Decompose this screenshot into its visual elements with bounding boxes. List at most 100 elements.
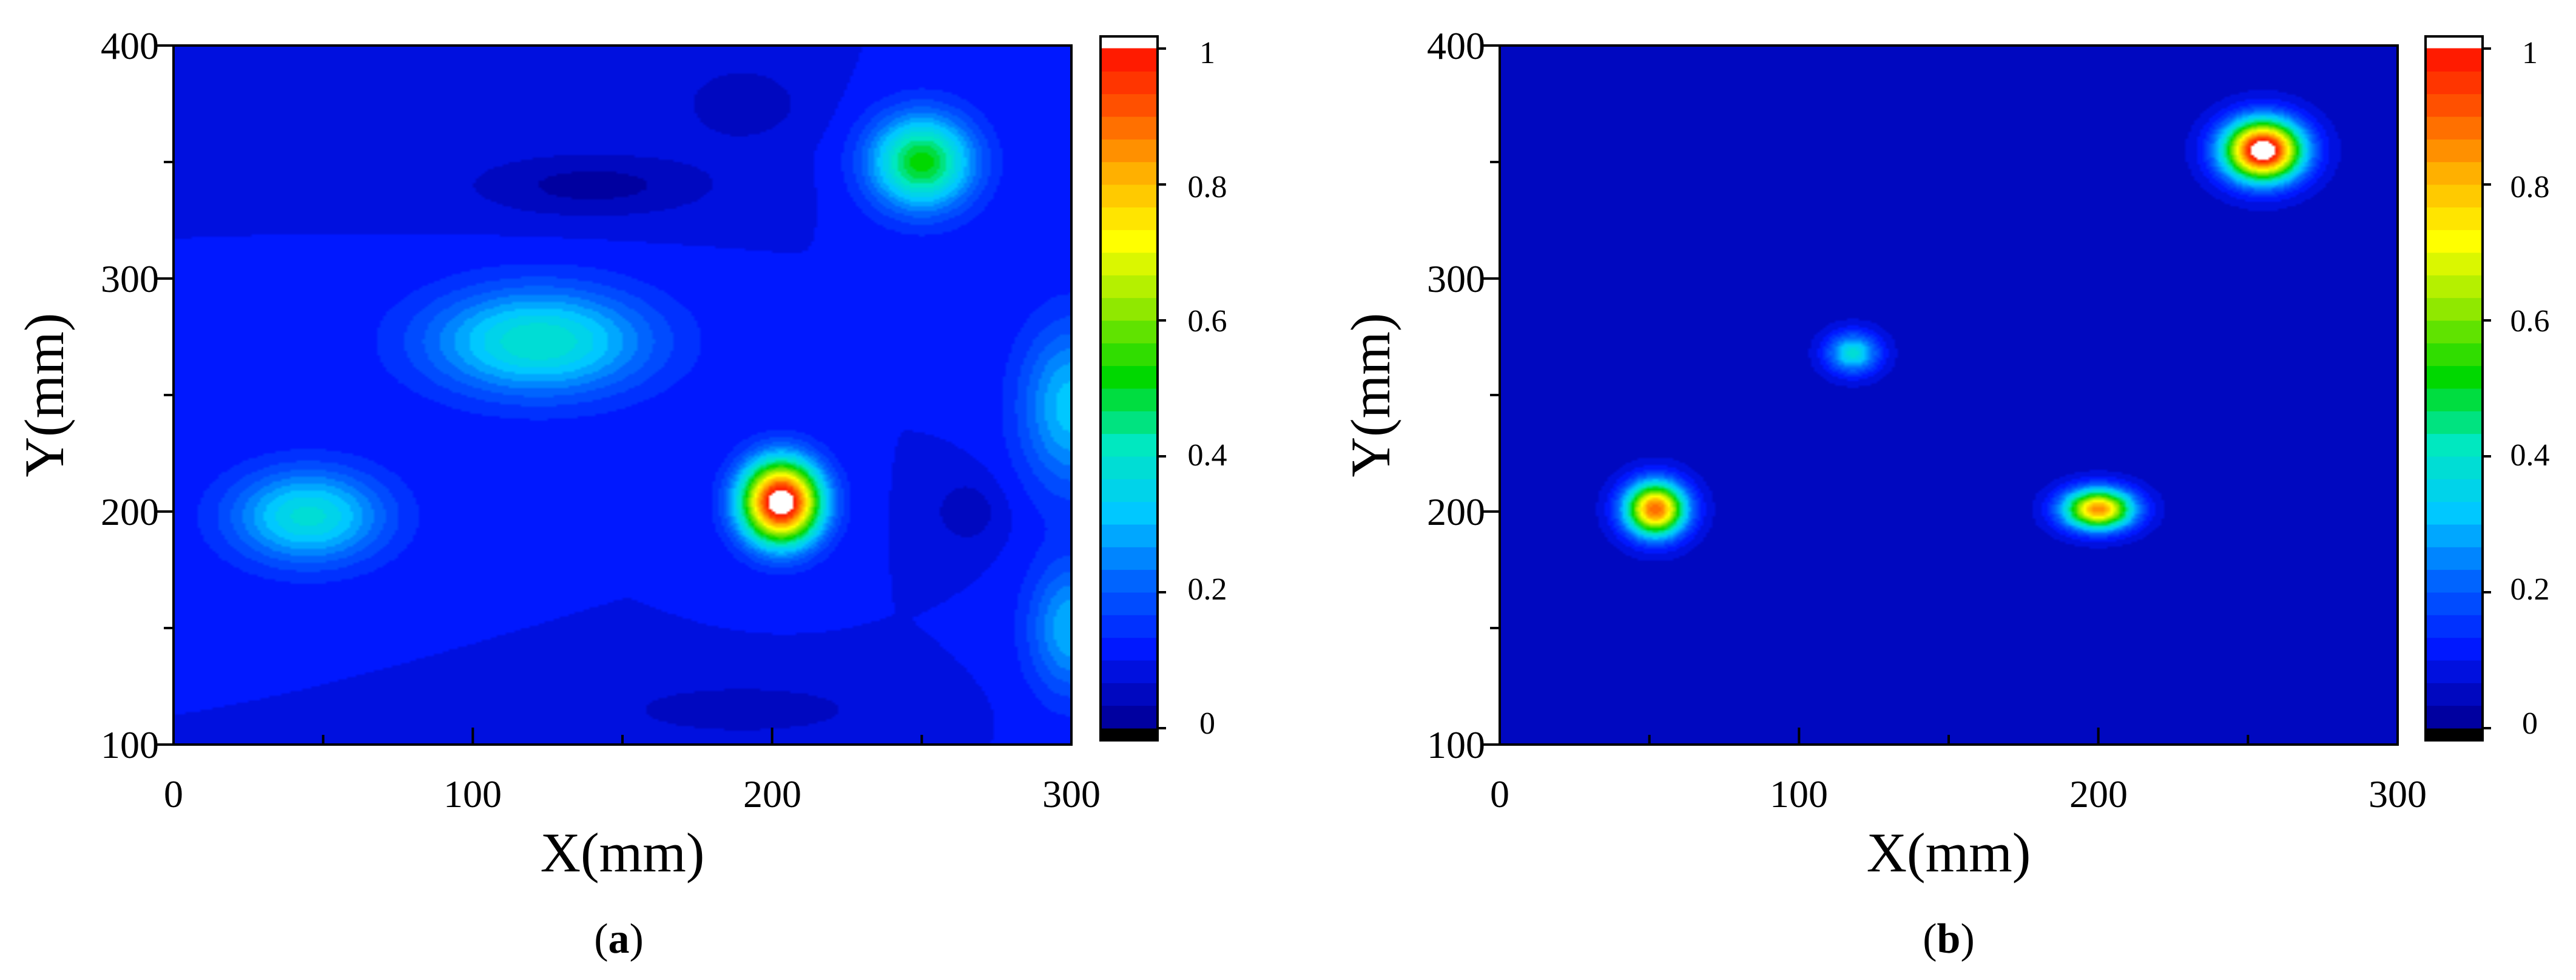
x-tick-label: 300 bbox=[2369, 772, 2427, 816]
caption-letter-b: b bbox=[1937, 916, 1961, 962]
colorbar-a bbox=[1101, 36, 1158, 740]
x-tick-label: 200 bbox=[2069, 772, 2128, 816]
colorbar-band bbox=[1101, 501, 1158, 525]
colorbar-band bbox=[1101, 342, 1158, 367]
colorbar-band bbox=[2426, 138, 2483, 163]
x-tick-label: 200 bbox=[743, 772, 801, 816]
colorbar-band bbox=[2426, 206, 2483, 231]
y-tick-label: 200 bbox=[1427, 490, 1485, 533]
colorbar-band bbox=[1101, 365, 1158, 389]
colorbar-band bbox=[1101, 48, 1158, 72]
colorbar-band bbox=[2426, 388, 2483, 411]
colorbar-band bbox=[1101, 184, 1158, 208]
colorbar-tick-label: 0.6 bbox=[1188, 304, 1227, 339]
colorbar-band bbox=[1101, 297, 1158, 321]
panel-a: 0 100 200 300 100 200 300 400 X(mm) Y(mm… bbox=[13, 24, 1227, 962]
y-tick-label: 300 bbox=[1427, 257, 1485, 300]
colorbar-band bbox=[2426, 161, 2483, 185]
colorbar-band bbox=[1101, 478, 1158, 502]
colorbar-band bbox=[1101, 116, 1158, 140]
colorbar-band bbox=[1101, 546, 1158, 570]
axis-ticks-a bbox=[157, 44, 1073, 746]
colorbar-tick-label: 0.6 bbox=[2510, 304, 2550, 339]
colorbar-ticks-a bbox=[1158, 47, 1166, 729]
colorbar-tick-label: 0.4 bbox=[1188, 438, 1227, 473]
colorbar-band bbox=[2426, 70, 2483, 95]
colorbar-tick-label: 0.2 bbox=[1188, 572, 1227, 607]
caption-b: (b) bbox=[1923, 916, 1975, 962]
colorbar-band bbox=[2426, 569, 2483, 593]
panel-b: 0 100 200 300 100 200 300 400 X(mm) Y(mm… bbox=[1340, 24, 2550, 962]
colorbar-band bbox=[2426, 229, 2483, 253]
colorbar-band bbox=[2426, 297, 2483, 321]
colorbar-under-cap bbox=[1101, 728, 1158, 740]
y-tick-label: 300 bbox=[101, 257, 159, 300]
colorbar-frame-a bbox=[1099, 35, 1159, 742]
heatmap-b bbox=[1500, 46, 2398, 745]
colorbar-tick-label: 0 bbox=[1199, 706, 1215, 741]
caption-letter-a: a bbox=[609, 916, 630, 962]
colorbar-band bbox=[2426, 184, 2483, 208]
y-tick-label: 100 bbox=[101, 723, 159, 766]
y-axis-title: Y(mm) bbox=[13, 313, 75, 478]
colorbar-band bbox=[1101, 682, 1158, 706]
colorbar-band bbox=[2426, 410, 2483, 434]
colorbar-band bbox=[1101, 524, 1158, 547]
colorbar-band bbox=[2426, 116, 2483, 140]
colorbar-tick-label: 0.8 bbox=[2510, 170, 2550, 204]
axis-ticks-b bbox=[1483, 44, 2399, 746]
colorbar-band bbox=[2426, 320, 2483, 343]
colorbar-band bbox=[2426, 660, 2483, 683]
colorbar-band bbox=[1101, 569, 1158, 593]
colorbar-band bbox=[1101, 388, 1158, 411]
colorbar-band bbox=[1101, 229, 1158, 253]
colorbar-over-cap bbox=[2426, 36, 2483, 49]
colorbar-band bbox=[1101, 206, 1158, 231]
colorbar-band bbox=[2426, 48, 2483, 72]
colorbar-band bbox=[1101, 138, 1158, 163]
colorbar-band bbox=[1101, 637, 1158, 661]
y-axis-title: Y(mm) bbox=[1340, 313, 1401, 478]
x-axis-title: X(mm) bbox=[541, 822, 705, 884]
colorbar-tick-label: 1 bbox=[1199, 36, 1215, 70]
colorbar-band bbox=[1101, 252, 1158, 275]
colorbar-band bbox=[1101, 433, 1158, 457]
caption-a: (a) bbox=[594, 916, 644, 962]
colorbar-ticks-b bbox=[2483, 47, 2491, 729]
colorbar-band bbox=[1101, 93, 1158, 117]
colorbar-band bbox=[1101, 70, 1158, 95]
y-tick-label: 200 bbox=[101, 490, 159, 533]
colorbar-under-cap bbox=[2426, 728, 2483, 740]
x-tick-label: 300 bbox=[1042, 772, 1101, 816]
x-tick-label: 100 bbox=[443, 772, 502, 816]
colorbar-band bbox=[2426, 365, 2483, 389]
colorbar-band bbox=[2426, 252, 2483, 275]
colorbar-frame-b bbox=[2424, 35, 2484, 742]
x-tick-label: 100 bbox=[1770, 772, 1828, 816]
colorbar-band bbox=[2426, 433, 2483, 457]
colorbar-band bbox=[2426, 637, 2483, 661]
colorbar-band bbox=[1101, 456, 1158, 479]
colorbar-tick-label: 0 bbox=[2522, 706, 2538, 741]
colorbar-band bbox=[2426, 614, 2483, 638]
colorbar-tick-label: 0.4 bbox=[2510, 438, 2550, 473]
colorbar-over-cap bbox=[1101, 36, 1158, 49]
y-tick-label: 400 bbox=[1427, 24, 1485, 67]
colorbar-band bbox=[1101, 320, 1158, 343]
colorbar-band bbox=[1101, 274, 1158, 299]
colorbar-tick-label: 0.2 bbox=[2510, 572, 2550, 607]
colorbar-band bbox=[1101, 705, 1158, 729]
colorbar-band bbox=[1101, 660, 1158, 683]
colorbar-band bbox=[2426, 478, 2483, 502]
colorbar-tick-label: 1 bbox=[2522, 36, 2538, 70]
colorbar-band bbox=[2426, 546, 2483, 570]
colorbar-band bbox=[2426, 705, 2483, 729]
colorbar-band bbox=[1101, 161, 1158, 185]
x-tick-label: 0 bbox=[1490, 772, 1509, 816]
colorbar-band bbox=[1101, 592, 1158, 615]
colorbar-band bbox=[2426, 274, 2483, 299]
y-tick-label: 400 bbox=[101, 24, 159, 67]
colorbar-band bbox=[2426, 592, 2483, 615]
heatmap-a bbox=[174, 46, 1071, 745]
